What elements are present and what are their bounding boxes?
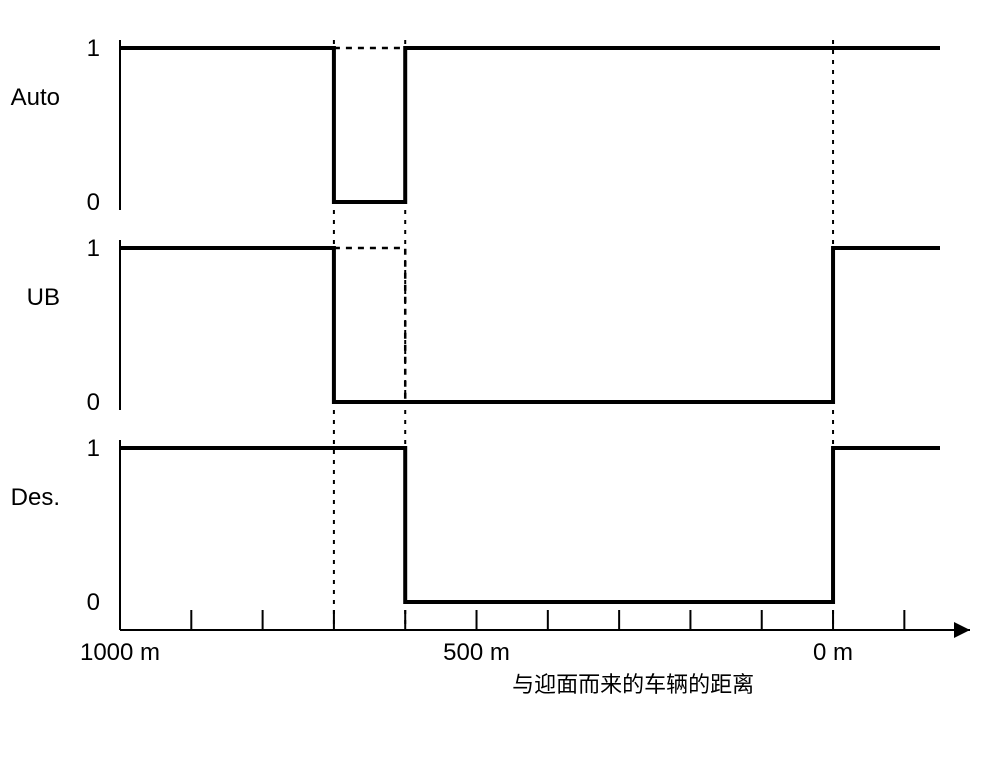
y-tick-label: 1 (87, 435, 100, 462)
x-tick-label: 1000 m (80, 639, 160, 666)
timing-diagram: 1 0 Auto 1 0 UB 1 0 Des. 1000 m 500 m 0 m 与迎面而来的车辆的距… (0, 0, 1000, 770)
x-axis-arrow (954, 622, 970, 638)
x-axis-caption: 与迎面而来的车辆的距离 (512, 672, 754, 697)
x-tick-label: 0 m (813, 639, 853, 666)
y-tick-label: 0 (87, 389, 100, 416)
signal-ub (120, 248, 940, 402)
x-tick-label: 500 m (443, 639, 510, 666)
panel-label-des: Des. (11, 484, 60, 511)
signal-auto (120, 48, 940, 202)
y-tick-label: 0 (87, 189, 100, 216)
y-tick-label: 0 (87, 589, 100, 616)
panel-label-auto: Auto (11, 84, 60, 111)
signal-dashed-ub (334, 248, 405, 402)
signal-des (120, 448, 940, 602)
y-tick-label: 1 (87, 35, 100, 62)
y-tick-label: 1 (87, 235, 100, 262)
panel-label-ub: UB (27, 284, 60, 311)
